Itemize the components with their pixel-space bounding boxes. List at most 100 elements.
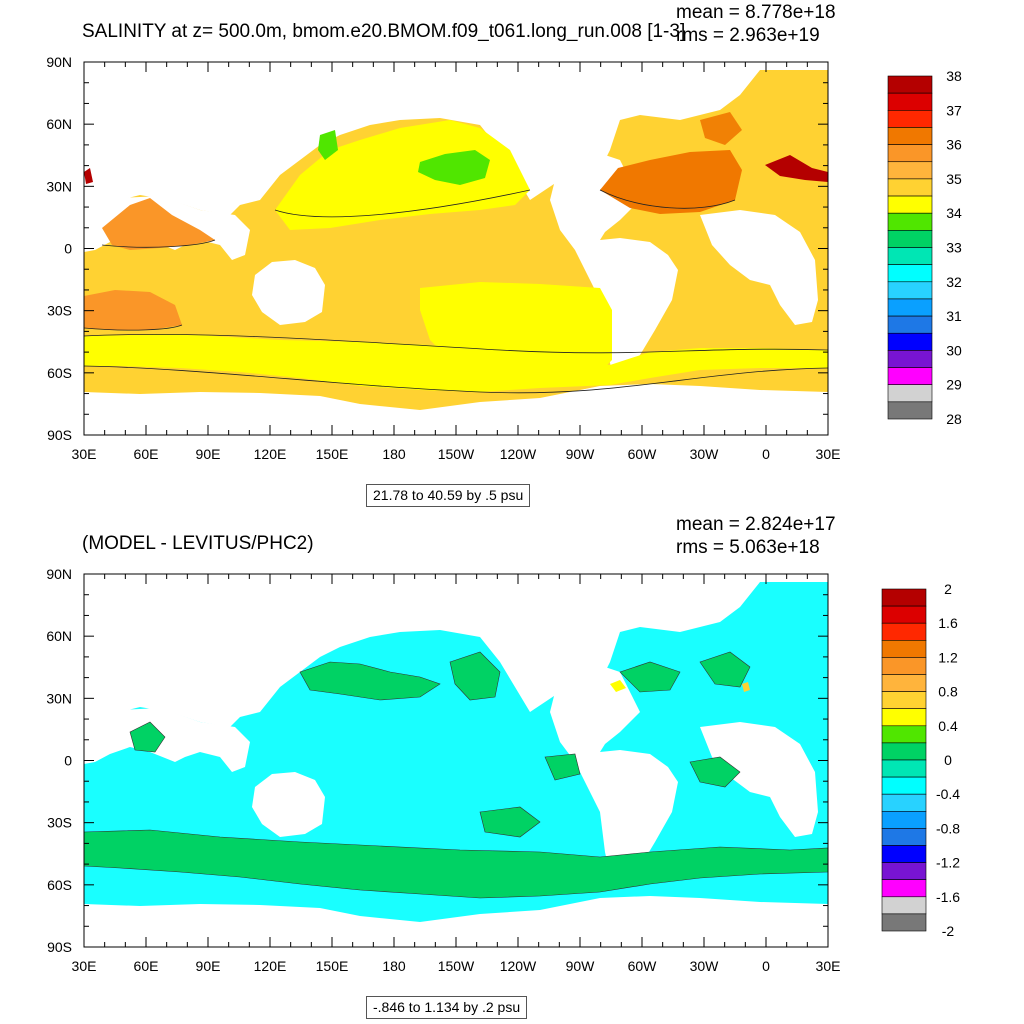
x-tick-label: 90W [566,958,596,974]
colorbar-swatch [881,810,927,829]
colorbar-swatch [881,896,927,915]
colorbar-swatch [881,913,927,932]
colorbar-label: -0.8 [936,820,960,836]
axes: 30E 60E 90E 120E 150E 180 150W 120W 90W 60W 30W 0 30… [46,54,840,462]
colorbar-swatch [881,725,927,744]
colorbar-swatch [887,75,933,94]
colorbar-label: 0.8 [938,684,958,700]
contour-lines [83,189,829,394]
colorbar-label: -0.4 [936,786,960,802]
colorbar-swatch [887,92,933,111]
colorbar-swatch [887,281,933,300]
colorbar-swatch [881,691,927,710]
difference-panel: (MODEL - LEVITUS/PHC2) mean = 2.824e+17 … [0,512,1024,1024]
colorbar-label: 35 [946,171,962,187]
mediterranean-38 [765,155,828,182]
anomaly-patch [449,651,501,701]
y-tick-label: 0 [64,753,72,769]
north-atlantic-37 [700,112,742,145]
y-tick-label: 30N [46,690,72,706]
contour [274,189,531,218]
x-tick-label: 120E [254,958,287,974]
contour [599,189,736,209]
x-tick-label: 150E [316,446,349,462]
red-sea-38 [84,168,93,184]
x-tick-label: 0 [762,446,770,462]
colorbar-swatch [887,264,933,283]
x-tick-label: 60E [134,958,159,974]
colorbar-swatch [881,605,927,624]
colorbar-swatch [881,588,927,607]
x-tick-label: 0 [762,958,770,974]
x-tick-label: 180 [382,958,406,974]
x-tick-label: 90W [566,446,596,462]
contour-range-label: 21.78 to 40.59 by .5 psu [366,484,531,507]
colorbar-label: 33 [946,240,962,256]
y-tick-label: 90N [46,54,72,70]
x-tick-label: 30E [816,446,841,462]
mean-label: mean = 2.824e+17 [676,514,836,535]
x-tick-label: 120E [254,446,287,462]
colorbar-swatch [887,247,933,265]
colorbar-swatch [887,127,933,145]
rms-label: rms = 2.963e+19 [676,25,820,46]
southern-band-34 [84,334,828,392]
colorbar-swatch [881,742,927,761]
colorbar-swatch [881,828,927,846]
colorbar: 2 1.6 1.2 0.8 0.4 0 -0.4 -0.8 -1.2 -1.6 -2 [881,581,960,939]
contour [83,365,829,394]
ocean-field [83,62,829,440]
colorbar-swatch [881,640,927,658]
colorbar-swatch [887,230,933,248]
colorbar-swatch [887,178,933,197]
colorbar-swatch [887,161,933,180]
y-tick-label: 30N [46,178,72,194]
x-tick-label: 150E [316,958,349,974]
colorbar-swatch [881,708,927,727]
colorbar-label: -1.2 [936,855,960,871]
colorbar-label: 36 [946,137,962,153]
colorbar-label: 0 [944,752,952,768]
north-pacific-33 [418,150,490,185]
axes: 30E 60E 90E 120E 150E 180 150W 120W 90W 60W 30W 0 30… [46,566,840,974]
colorbar-swatch [881,793,927,812]
anomaly-patch [699,651,751,688]
colorbar-label: 2 [944,581,952,597]
y-tick-label: 30S [47,815,72,831]
anomaly-patch [619,661,681,693]
colorbar-swatch [881,657,927,675]
colorbar-swatch [887,144,933,163]
colorbar-swatch [881,674,927,692]
anomaly-patch [544,753,581,781]
colorbar-label: 0.4 [938,718,958,734]
colorbar: 38 37 36 35 34 33 32 31 30 29 28 [887,68,962,427]
colorbar-label: 31 [946,308,962,324]
x-tick-label: 30W [690,958,720,974]
rms-label: rms = 5.063e+18 [676,537,820,558]
asia-land [84,708,250,772]
colorbar-swatch [887,212,933,231]
mean-label: mean = 8.778e+18 [676,2,836,23]
colorbar-label: 38 [946,68,962,84]
africa-land [700,210,818,325]
difference-map: 30E 60E 90E 120E 150E 180 150W 120W 90W 60W 30W 0 30… [46,566,960,974]
med-outflow-04 [742,682,750,692]
americas-land [550,662,678,884]
colorbar-label: 1.2 [938,649,958,665]
colorbar-label: 32 [946,274,962,290]
colorbar-label: 29 [946,377,962,393]
colorbar-label: 37 [946,102,962,118]
contour [83,324,183,331]
arctic-mask [84,62,828,215]
colorbar-swatch [881,622,927,641]
ocean-field [83,574,829,952]
colorbar-label: -2 [942,923,955,939]
x-tick-label: 150W [438,958,475,974]
y-tick-label: 90N [46,566,72,582]
x-tick-label: 180 [382,446,406,462]
salinity-map: 30E 60E 90E 120E 150E 180 150W 120W 90W 60W 30W 0 30… [46,54,962,462]
x-tick-label: 60W [628,446,658,462]
colorbar-swatch [881,862,927,881]
colorbar-label: 28 [946,411,962,427]
x-tick-label: 120W [500,446,537,462]
